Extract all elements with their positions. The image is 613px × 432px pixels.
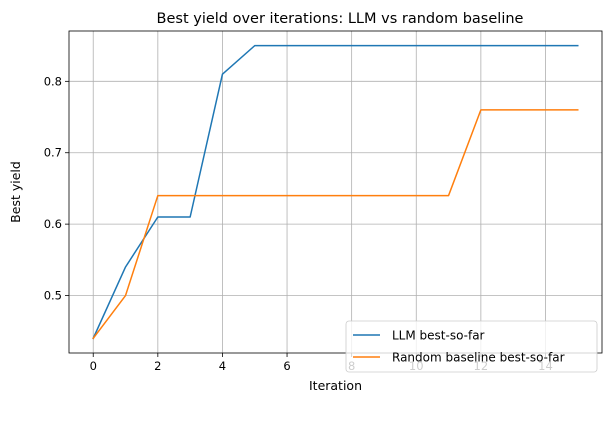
- legend-label-llm: LLM best-so-far: [392, 329, 485, 343]
- y-tick-label: 0.7: [44, 146, 62, 160]
- x-tick-label: 6: [283, 359, 290, 373]
- chart-title: Best yield over iterations: LLM vs rando…: [157, 11, 524, 27]
- x-tick-label: 0: [90, 359, 97, 373]
- series-group: [92, 44, 579, 340]
- y-axis-label: Best yield: [8, 161, 23, 223]
- legend: LLM best-so-far Random baseline best-so-…: [345, 320, 598, 373]
- y-tick-label: 0.8: [44, 74, 62, 88]
- series-line-llm: [92, 44, 579, 340]
- y-axis: 0.5 0.6 0.7 0.8: [44, 74, 69, 303]
- plot-frame: [68, 30, 603, 354]
- series-line-random: [92, 109, 579, 340]
- legend-frame: [345, 320, 598, 373]
- x-tick-label: 2: [154, 359, 161, 373]
- y-tick-label: 0.5: [44, 289, 62, 303]
- grid: [69, 31, 602, 353]
- x-tick-label: 4: [219, 359, 226, 373]
- x-axis-label: Iteration: [309, 378, 362, 393]
- legend-label-random: Random baseline best-so-far: [392, 351, 565, 365]
- y-tick-label: 0.6: [44, 217, 62, 231]
